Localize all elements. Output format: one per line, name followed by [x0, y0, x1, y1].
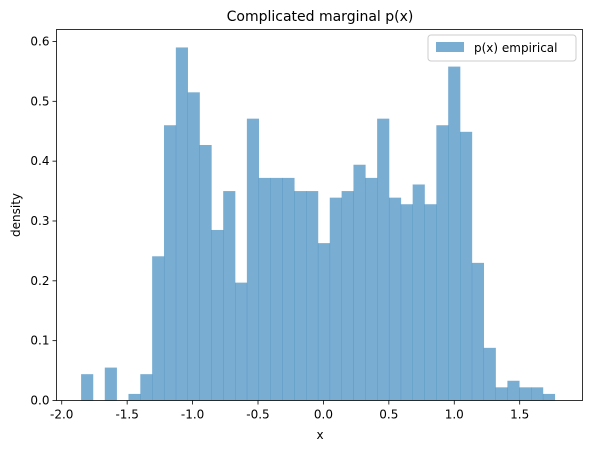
histogram-bar — [306, 191, 319, 401]
x-tick-label: -1.5 — [115, 408, 138, 422]
histogram-bar — [424, 204, 437, 401]
histogram-bar — [187, 92, 200, 401]
y-tick-label: 0.0 — [30, 394, 49, 408]
histogram-bar — [412, 184, 425, 401]
histogram-bar — [329, 197, 342, 401]
plot-frame — [56, 29, 583, 401]
x-tick-label: -2.0 — [50, 408, 73, 422]
histogram-bar — [163, 125, 177, 401]
x-axis: -2.0 -1.5 -1.0 -0.5 0.0 0.5 1.0 1.5 — [50, 400, 529, 422]
bars-group — [81, 47, 556, 401]
x-tick-label: 0.5 — [379, 408, 398, 422]
legend: p(x) empirical — [427, 34, 577, 62]
histogram-bar — [246, 118, 260, 401]
histogram-bar — [317, 243, 331, 401]
histogram-bar — [507, 380, 520, 401]
x-tick-label: 1.0 — [445, 408, 464, 422]
histogram-bar — [282, 177, 295, 401]
x-tick-label: -0.5 — [246, 408, 269, 422]
histogram-bar — [460, 131, 473, 401]
histogram-bar — [353, 164, 366, 401]
histogram-bar — [128, 393, 141, 401]
y-tick-label: 0.5 — [30, 94, 49, 108]
histogram-bar — [199, 144, 212, 401]
histogram-bar — [341, 191, 354, 401]
y-tick-label: 0.3 — [30, 214, 49, 228]
x-tick-label: -1.0 — [181, 408, 204, 422]
legend-label: p(x) empirical — [474, 41, 557, 55]
y-tick-label: 0.6 — [30, 34, 49, 48]
x-tick-label: 0.0 — [314, 408, 333, 422]
histogram-bar — [152, 256, 165, 401]
histogram-bar — [258, 177, 271, 401]
histogram-bar — [235, 282, 248, 401]
histogram-bar — [519, 387, 532, 401]
histogram-bar — [400, 204, 413, 401]
y-axis: 0.0 0.1 0.2 0.3 0.4 0.5 0.6 — [30, 34, 57, 408]
histogram-bar — [270, 177, 283, 401]
y-tick-label: 0.4 — [30, 154, 49, 168]
histogram-bar — [531, 387, 544, 401]
x-axis-label: x — [316, 428, 323, 442]
histogram-bar — [377, 118, 390, 401]
chart-title: Complicated marginal p(x) — [227, 9, 414, 25]
histogram-bar — [483, 347, 496, 401]
histogram-bar — [294, 191, 307, 401]
histogram-bar — [175, 47, 188, 401]
histogram-bar — [211, 229, 224, 401]
histogram-bar — [542, 393, 556, 401]
histogram-bar — [104, 367, 117, 401]
y-tick-label: 0.2 — [30, 274, 49, 288]
x-tick-label: 1.5 — [510, 408, 529, 422]
histogram-bar — [81, 374, 94, 401]
legend-swatch — [436, 42, 464, 52]
histogram-bar — [471, 262, 485, 401]
y-tick-label: 0.1 — [30, 334, 49, 348]
histogram-bar — [495, 387, 508, 401]
histogram-bar — [223, 191, 236, 401]
histogram-bar — [140, 374, 153, 401]
histogram-bar — [448, 66, 461, 401]
histogram-bar — [436, 125, 449, 401]
histogram-bar — [365, 177, 378, 401]
legend-frame — [427, 34, 577, 62]
histogram-bar — [388, 197, 402, 401]
y-axis-label: density — [9, 193, 23, 237]
